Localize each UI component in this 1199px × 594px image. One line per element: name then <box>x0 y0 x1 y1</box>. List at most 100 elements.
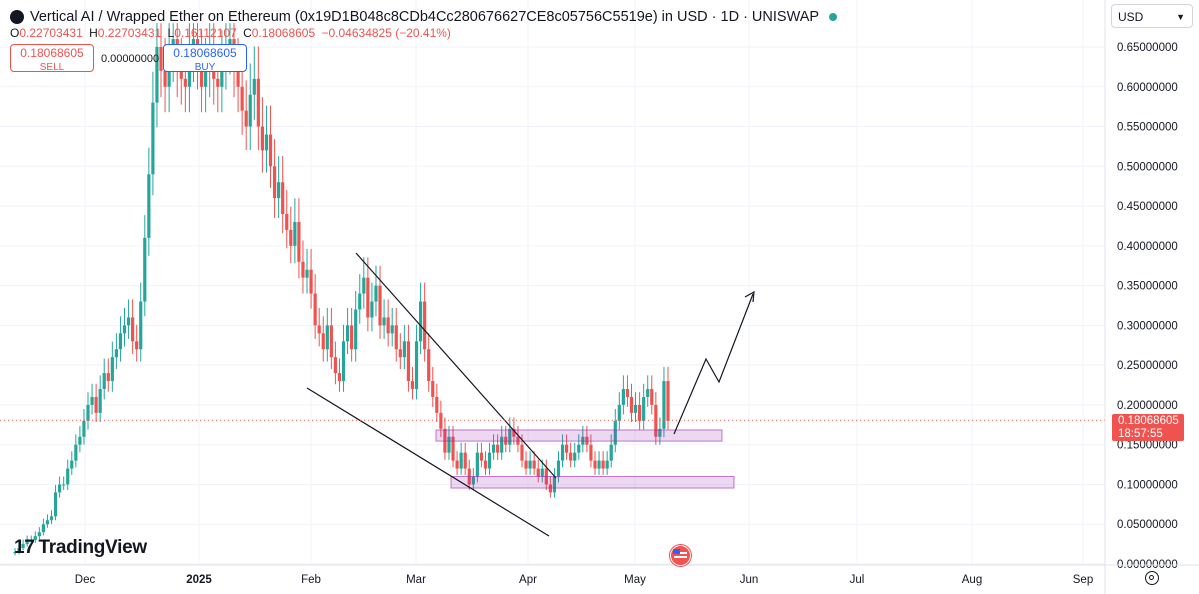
sell-button[interactable]: 0.18068605 SELL <box>10 44 94 73</box>
candle-body <box>431 381 435 397</box>
buy-price: 0.18068605 <box>173 46 237 60</box>
candle-body <box>216 78 220 87</box>
price-axis[interactable]: 0.65000000 0.60000000 0.55000000 0.50000000… <box>1104 0 1178 594</box>
candle-body <box>325 325 329 350</box>
candle-body <box>483 460 488 469</box>
time-tick-label: Jul <box>850 574 865 586</box>
market-status-dot-icon <box>829 13 838 21</box>
ohlc-readout: O0.22703431 H0.22703431 L0.16112107 C0.1… <box>10 26 454 40</box>
candle-body <box>536 468 540 477</box>
candle-body <box>41 524 45 533</box>
candle-body <box>366 277 370 318</box>
candle-body <box>658 428 662 437</box>
support-zone <box>435 429 723 442</box>
candle-body <box>135 341 139 350</box>
price-tick-label: 0.15000000 <box>1117 440 1178 452</box>
last-price-value: 0.18068605 <box>1118 415 1179 427</box>
candle-body <box>540 468 544 477</box>
time-tick-label: Sep <box>1073 574 1093 586</box>
candle-body <box>435 396 439 413</box>
chevron-down-icon: ▼ <box>1176 12 1185 22</box>
candles <box>13 23 670 556</box>
candle-body <box>199 62 204 87</box>
candle-body <box>471 476 475 485</box>
candle-body <box>459 452 463 469</box>
candle-body <box>240 86 244 111</box>
candle-body <box>94 396 98 413</box>
candle-body <box>625 389 630 397</box>
candle-body <box>524 460 528 469</box>
candle-body <box>642 396 646 421</box>
candle-body <box>143 237 147 302</box>
sell-label: SELL <box>39 62 65 73</box>
projection-path <box>673 293 754 435</box>
candle-body <box>662 381 666 429</box>
price-tick-label: 0.25000000 <box>1117 360 1178 372</box>
candle-body <box>520 444 524 461</box>
candle-body <box>512 428 516 437</box>
price-tick-label: 0.60000000 <box>1117 82 1178 94</box>
candle-body <box>613 420 617 445</box>
chart-grid <box>0 0 1105 565</box>
candle-body <box>179 70 183 79</box>
time-tick-label: Apr <box>519 574 537 586</box>
candle-body <box>410 381 415 390</box>
currency-select[interactable]: USD ▼ <box>1111 4 1193 28</box>
candle-body <box>386 317 390 334</box>
tradingview-logo[interactable]: 17 TradingView <box>14 537 147 559</box>
candle-body <box>78 436 82 445</box>
candle-body <box>281 182 285 215</box>
candle-body <box>500 436 504 453</box>
buy-button[interactable]: 0.18068605 BUY <box>163 44 247 73</box>
brand-name: TradingView <box>38 537 148 558</box>
candle-body <box>220 62 224 87</box>
candle-body <box>248 94 252 127</box>
tradingview-mark-icon: 17 <box>14 537 35 558</box>
annotations <box>0 252 1105 537</box>
candle-body <box>118 333 123 350</box>
currency-value: USD <box>1118 10 1144 24</box>
time-axis[interactable]: Dec 2025 Feb Mar Apr May Jun Jul Aug Sep <box>0 564 1199 586</box>
candle-body <box>491 444 496 453</box>
lower-trendline <box>306 387 550 537</box>
high-label: H <box>89 26 98 40</box>
candle-body <box>297 221 301 262</box>
candle-body <box>13 552 17 554</box>
candle-body <box>21 544 25 549</box>
candle-body <box>589 444 593 461</box>
candle-body <box>439 412 443 429</box>
candle-body <box>398 349 402 358</box>
low-label: L <box>167 26 175 40</box>
candle-body <box>447 436 451 453</box>
candle-body <box>601 460 605 469</box>
candle-body <box>106 373 110 382</box>
candle-body <box>354 309 358 350</box>
candle-body <box>532 460 536 469</box>
symbol-header[interactable]: Vertical AI / Wrapped Ether on Ethereum … <box>10 7 838 27</box>
candle-body <box>475 452 479 477</box>
candle-body <box>321 333 325 350</box>
candle-body <box>609 444 613 461</box>
open-value: 0.22703431 <box>19 26 83 40</box>
candle-body <box>70 460 74 469</box>
candle-body <box>382 317 386 326</box>
candle-body <box>341 341 346 382</box>
candle-body <box>98 389 102 413</box>
gear-icon[interactable] <box>1145 571 1159 585</box>
candle-body <box>633 404 638 413</box>
symbol-logo-icon <box>10 10 24 24</box>
candle-body <box>317 325 321 334</box>
candle-body <box>277 182 281 199</box>
candle-body <box>102 373 106 390</box>
us-flag-event-icon[interactable] <box>670 545 691 566</box>
candle-body <box>289 229 293 246</box>
candle-body <box>33 536 37 541</box>
price-tick-label: 0.40000000 <box>1117 241 1178 253</box>
candle-body <box>394 325 398 350</box>
candle-body <box>333 357 338 374</box>
candle-body <box>155 47 159 103</box>
projection-arrowhead <box>744 290 755 303</box>
candle-body <box>151 102 155 175</box>
high-value: 0.22703431 <box>97 26 162 40</box>
